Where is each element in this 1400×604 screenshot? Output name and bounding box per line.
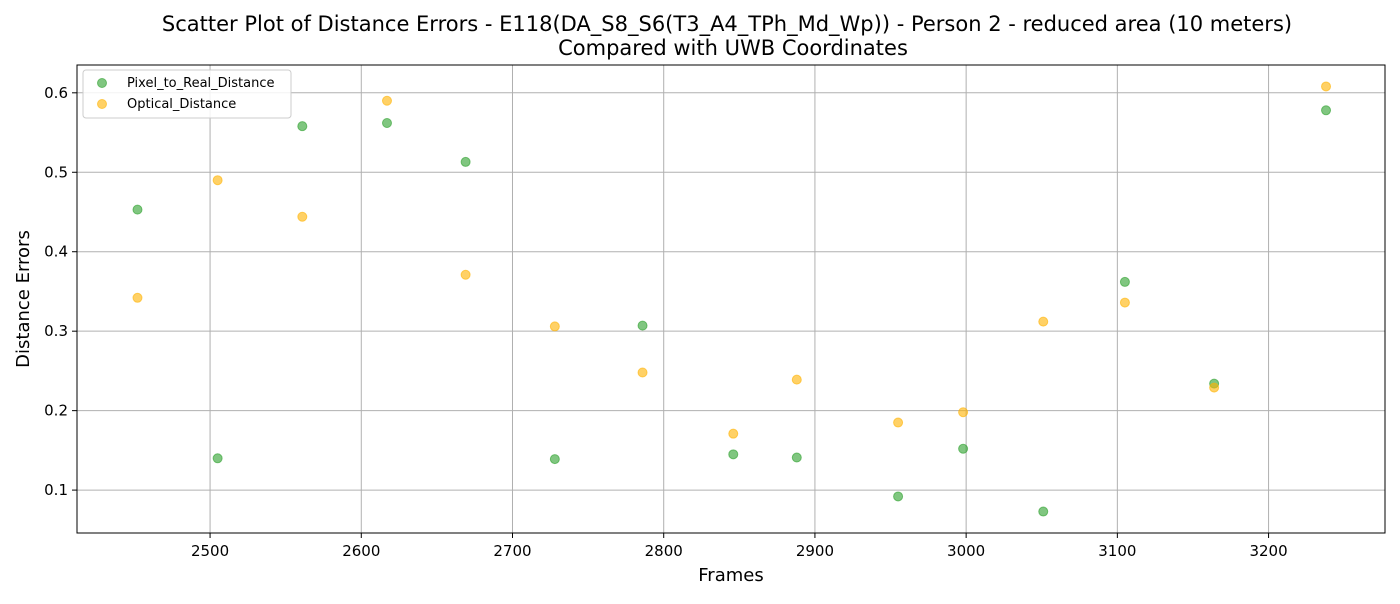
- y-tick-label: 0.5: [44, 163, 68, 181]
- x-tick-label: 3200: [1249, 542, 1287, 560]
- data-points: [132, 81, 1332, 517]
- chart-subtitle: Compared with UWB Coordinates: [558, 36, 908, 60]
- point-pixel-to-real-distance: [212, 453, 223, 464]
- x-tick-label: 3100: [1098, 542, 1136, 560]
- point-pixel-to-real-distance: [1119, 276, 1130, 287]
- legend-label-pixel-to-real-distance: Pixel_to_Real_Distance: [127, 76, 275, 91]
- x-axis-ticks: 2500 2600 2700 2800 2900 3000 3100 3200: [191, 533, 1288, 560]
- point-optical-distance: [460, 269, 471, 280]
- point-optical-distance: [791, 374, 802, 385]
- x-tick-label: 2600: [342, 542, 380, 560]
- y-tick-label: 0.4: [44, 243, 68, 261]
- y-tick-label: 0.3: [44, 322, 68, 340]
- point-pixel-to-real-distance: [1321, 105, 1332, 116]
- x-tick-label: 2800: [645, 542, 683, 560]
- y-tick-label: 0.2: [44, 402, 68, 420]
- point-pixel-to-real-distance: [791, 452, 802, 463]
- point-pixel-to-real-distance: [460, 156, 471, 167]
- plot-area-frame: [76, 64, 1386, 534]
- legend: Pixel_to_Real_Distance Optical_Distance: [82, 69, 292, 119]
- point-optical-distance: [381, 95, 392, 106]
- point-optical-distance: [132, 292, 143, 303]
- point-optical-distance: [1209, 382, 1220, 393]
- point-pixel-to-real-distance: [637, 320, 648, 331]
- point-optical-distance: [212, 175, 223, 186]
- chart-title: Scatter Plot of Distance Errors - E118(D…: [162, 12, 1292, 37]
- point-optical-distance: [893, 417, 904, 428]
- x-tick-label: 3000: [947, 542, 985, 560]
- point-optical-distance: [297, 211, 308, 222]
- y-axis-ticks: 0.1 0.2 0.3 0.4 0.5 0.6: [44, 84, 77, 499]
- point-pixel-to-real-distance: [297, 121, 308, 132]
- point-pixel-to-real-distance: [1038, 506, 1049, 517]
- point-optical-distance: [1321, 81, 1332, 92]
- x-axis-label: Frames: [698, 565, 763, 586]
- grid-lines: [77, 65, 1385, 533]
- y-axis-label: Distance Errors: [13, 230, 34, 368]
- legend-label-optical-distance: Optical_Distance: [127, 97, 236, 112]
- point-pixel-to-real-distance: [132, 204, 143, 215]
- point-optical-distance: [549, 321, 560, 332]
- point-optical-distance: [728, 428, 739, 439]
- x-tick-label: 2700: [493, 542, 531, 560]
- legend-marker-pixel-to-real-distance: [97, 78, 107, 88]
- point-pixel-to-real-distance: [549, 454, 560, 465]
- x-tick-label: 2900: [796, 542, 834, 560]
- point-pixel-to-real-distance: [381, 118, 392, 129]
- legend-frame: [82, 69, 292, 119]
- point-pixel-to-real-distance: [728, 449, 739, 460]
- point-pixel-to-real-distance: [958, 443, 969, 454]
- point-optical-distance: [637, 367, 648, 378]
- y-tick-label: 0.1: [44, 481, 68, 499]
- y-tick-label: 0.6: [44, 84, 68, 102]
- point-optical-distance: [1038, 316, 1049, 327]
- legend-marker-optical-distance: [97, 99, 107, 109]
- point-optical-distance: [1119, 297, 1130, 308]
- point-optical-distance: [958, 407, 969, 418]
- x-tick-label: 2500: [191, 542, 229, 560]
- point-pixel-to-real-distance: [893, 491, 904, 502]
